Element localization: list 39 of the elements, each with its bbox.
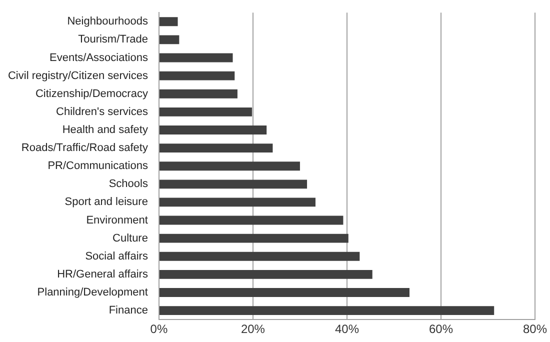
bar [159,288,410,297]
bar [159,89,238,98]
y-tick-label: Citizenship/Democracy [35,88,148,100]
y-tick-label: PR/Communications [48,160,148,172]
bar [159,270,372,279]
y-tick-label: Social affairs [85,250,148,262]
bar [159,198,316,207]
x-tick-label: 20% [240,322,266,336]
y-tick-label: HR/General affairs [57,268,148,280]
y-tick-label: Schools [108,178,148,190]
y-tick-label: Health and safety [62,124,148,136]
y-tick-label: Planning/Development [37,286,148,299]
bar [159,144,273,153]
bar [159,216,344,225]
bar [159,162,300,171]
bar [159,71,235,80]
bar [159,234,348,243]
y-tick-label: Tourism/Trade [78,34,148,46]
y-tick-label: Finance [108,304,148,317]
x-tick-label: 0% [150,322,168,336]
y-tick-label: Civil registry/Citizen services [8,70,148,82]
y-tick-label: Events/Associations [50,52,148,64]
bar [159,180,308,189]
y-tick-label: Neighbourhoods [67,16,148,28]
y-tick-label: Children's services [56,106,148,118]
bar [159,306,494,316]
x-tick-label: 60% [428,322,454,336]
y-tick-label: Culture [112,232,148,244]
x-tick-label: 40% [334,322,360,336]
x-tick-label: 80% [522,322,548,336]
y-tick-label: Roads/Traffic/Road safety [21,142,148,154]
bar [159,252,360,261]
bar [159,126,267,134]
y-tick-label: Environment [86,214,148,226]
bar [159,53,233,62]
y-tick-label: Sport and leisure [64,196,148,208]
bar [159,35,180,44]
bar [159,107,252,116]
bar [159,17,178,26]
